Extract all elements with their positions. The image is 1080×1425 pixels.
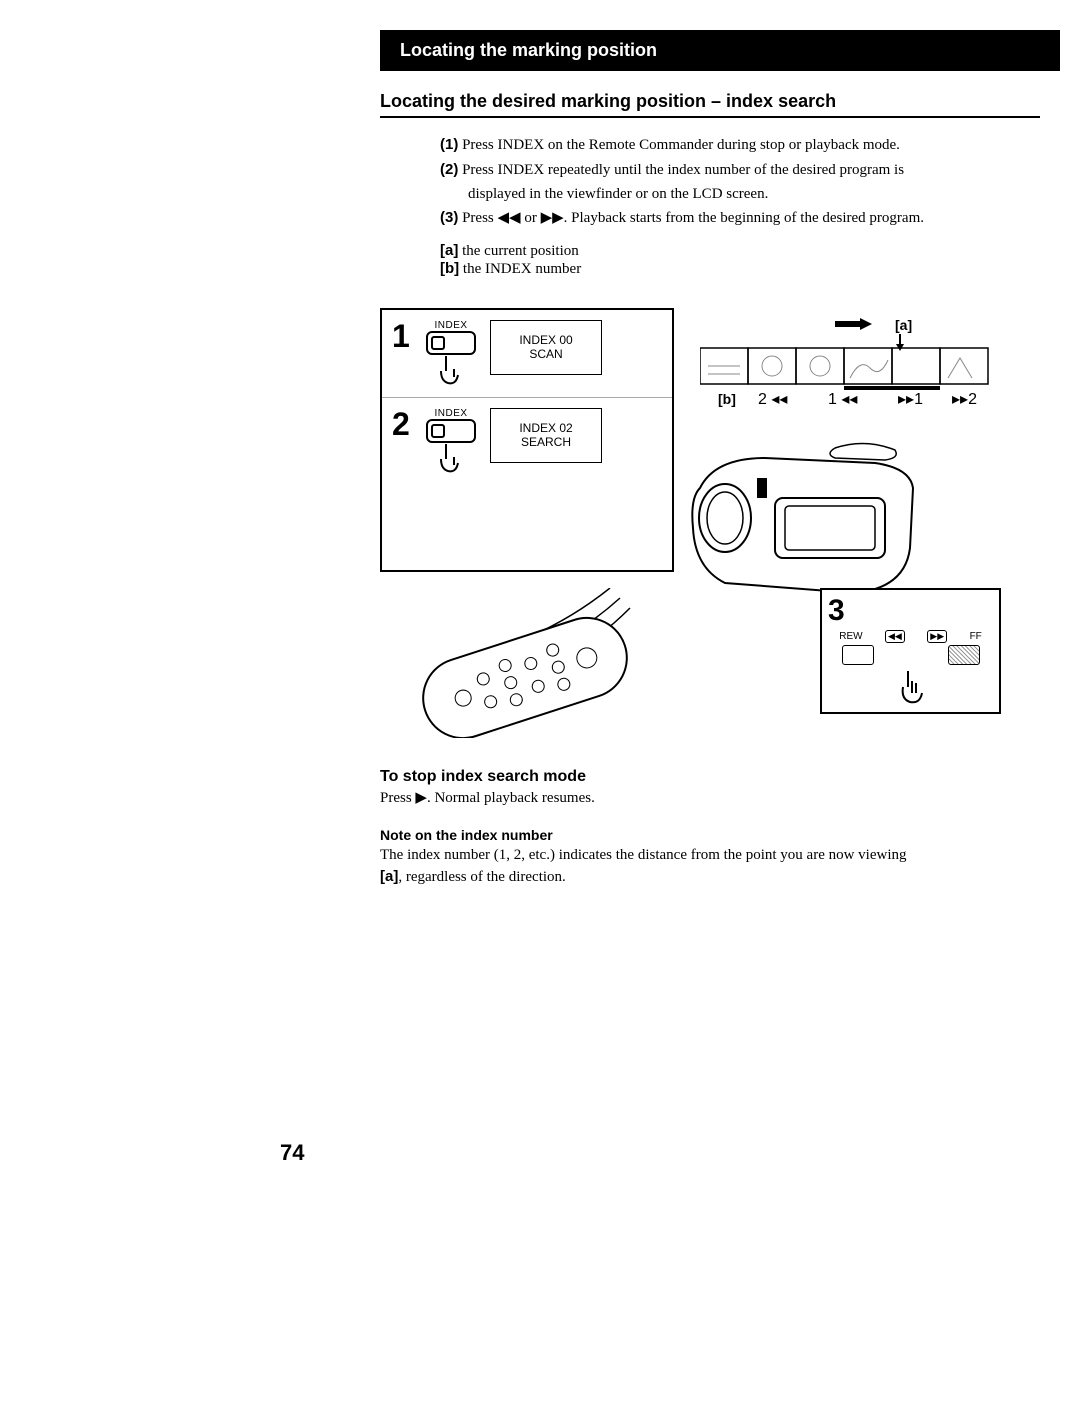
step-1-number: (1) bbox=[440, 136, 458, 153]
play-icon: ▶ bbox=[415, 790, 427, 806]
diagram-step-1: 1 INDEX INDEX 00 SCAN bbox=[382, 310, 672, 397]
screen1-line1: INDEX 00 bbox=[501, 333, 591, 347]
index-label-2: INDEX bbox=[434, 408, 467, 419]
screen2-line2: SEARCH bbox=[501, 435, 591, 449]
camcorder-illustration bbox=[685, 428, 935, 608]
stop-text-a: Press bbox=[380, 790, 415, 806]
svg-text:▸▸1: ▸▸1 bbox=[898, 391, 923, 408]
rew-small-icon: ◀◀ bbox=[885, 630, 905, 643]
legend-b-text: the INDEX number bbox=[459, 261, 581, 277]
svg-text:[a]: [a] bbox=[895, 318, 912, 333]
step-2-text-b: displayed in the viewfinder or on the LC… bbox=[468, 186, 768, 202]
page-header-bar: Locating the marking position bbox=[380, 30, 1060, 71]
stop-heading: To stop index search mode bbox=[380, 768, 1040, 786]
step-1: (1) Press INDEX on the Remote Commander … bbox=[440, 134, 1040, 157]
legend-a-key: [a] bbox=[440, 242, 458, 259]
page-number: 74 bbox=[280, 1140, 304, 1166]
mini-screen-2: INDEX 02 SEARCH bbox=[490, 408, 602, 463]
legend-b: [b] the INDEX number bbox=[440, 260, 1040, 278]
step-3: (3) Press ◀◀ or ▶▶. Playback starts from… bbox=[440, 207, 1040, 230]
screen1-line2: SCAN bbox=[501, 347, 591, 361]
step-2: (2) Press INDEX repeatedly until the ind… bbox=[440, 159, 1040, 182]
fast-forward-icon: ▶▶ bbox=[541, 210, 564, 226]
index-label-1: INDEX bbox=[434, 320, 467, 331]
remote-illustration bbox=[410, 588, 680, 738]
rewind-icon: ◀◀ bbox=[498, 210, 521, 226]
note-heading: Note on the index number bbox=[380, 827, 1040, 843]
rew-ff-buttons bbox=[828, 645, 993, 665]
stop-body: Press ▶. Normal playback resumes. bbox=[380, 788, 1040, 809]
header-title: Locating the marking position bbox=[400, 40, 657, 60]
step-3-text-b: . Playback starts from the beginning of … bbox=[564, 210, 924, 226]
camcorder-icon bbox=[685, 428, 935, 608]
legend-a: [a] the current position bbox=[440, 242, 1040, 260]
ff-button bbox=[948, 645, 980, 665]
lower-text: To stop index search mode Press ▶. Norma… bbox=[380, 768, 1040, 888]
stop-text-b: . Normal playback resumes. bbox=[427, 790, 595, 806]
index-button-1: INDEX bbox=[426, 320, 476, 389]
step-3-or: or bbox=[521, 210, 541, 226]
diagram-region: 1 INDEX INDEX 00 SCAN 2 INDEX bbox=[380, 308, 1000, 738]
diagram-step-2: 2 INDEX INDEX 02 SEARCH bbox=[382, 397, 672, 485]
svg-text:▸▸2: ▸▸2 bbox=[952, 391, 977, 408]
tape-diagram-svg: [a] [b] 2 ◂◂ 1 bbox=[700, 318, 990, 408]
diagram-step-3-box: 3 REW ◀◀ ▶▶ FF bbox=[820, 588, 1001, 714]
content-area: Locating the desired marking position – … bbox=[380, 71, 1040, 888]
rew-button bbox=[842, 645, 874, 665]
section-title: Locating the desired marking position – … bbox=[380, 91, 1040, 118]
legend-b-key: [b] bbox=[440, 260, 459, 277]
rew-label: REW bbox=[839, 631, 862, 642]
screen2-line1: INDEX 02 bbox=[501, 421, 591, 435]
index-button-icon bbox=[426, 419, 476, 477]
note-body: The index number (1, 2, etc.) indicates … bbox=[380, 845, 1040, 888]
diagram-num-2: 2 bbox=[392, 408, 422, 440]
mini-screen-1: INDEX 00 SCAN bbox=[490, 320, 602, 375]
legend: [a] the current position [b] the INDEX n… bbox=[440, 242, 1040, 278]
svg-text:[b]: [b] bbox=[718, 391, 736, 407]
index-button-icon bbox=[426, 331, 476, 389]
step-2-text-a: Press INDEX repeatedly until the index n… bbox=[462, 162, 904, 178]
step-3-text-a: Press bbox=[462, 210, 497, 226]
press-hand-icon bbox=[886, 669, 936, 707]
remote-icon bbox=[410, 588, 680, 738]
tape-diagram: [a] [b] 2 ◂◂ 1 bbox=[700, 318, 990, 413]
ff-small-icon: ▶▶ bbox=[927, 630, 947, 643]
svg-text:1 ◂◂: 1 ◂◂ bbox=[828, 391, 857, 408]
ff-label: FF bbox=[970, 631, 982, 642]
svg-text:2 ◂◂: 2 ◂◂ bbox=[758, 391, 787, 408]
step-2-number: (2) bbox=[440, 161, 458, 178]
legend-a-text: the current position bbox=[458, 243, 578, 259]
note-rest: , regardless of the direction. bbox=[398, 869, 565, 885]
note-text-a: The index number (1, 2, etc.) indicates … bbox=[380, 847, 907, 863]
step-1-text: Press INDEX on the Remote Commander duri… bbox=[462, 137, 900, 153]
rew-ff-row: REW ◀◀ ▶▶ FF bbox=[828, 630, 993, 643]
diagram-num-1: 1 bbox=[392, 320, 422, 352]
index-button-2: INDEX bbox=[426, 408, 476, 477]
note-key: [a] bbox=[380, 868, 398, 885]
left-diagram-panel: 1 INDEX INDEX 00 SCAN 2 INDEX bbox=[380, 308, 674, 572]
step-2-cont: displayed in the viewfinder or on the LC… bbox=[440, 184, 1040, 206]
steps-list: (1) Press INDEX on the Remote Commander … bbox=[440, 134, 1040, 230]
diagram-num-3: 3 bbox=[828, 596, 858, 626]
step-3-number: (3) bbox=[440, 209, 458, 226]
